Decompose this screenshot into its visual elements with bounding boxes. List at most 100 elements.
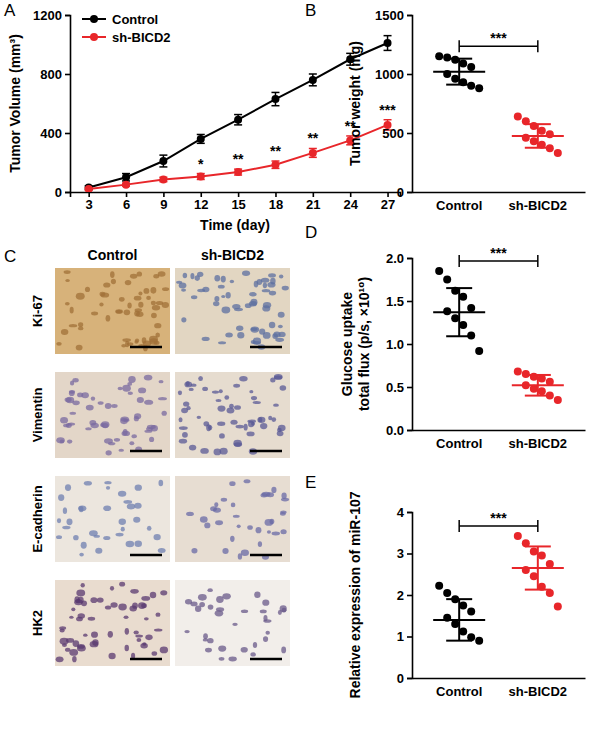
- nucleus: [114, 438, 120, 442]
- nucleus: [195, 606, 201, 612]
- nucleus: [144, 617, 149, 620]
- nucleus: [210, 506, 217, 511]
- tick-mark: [407, 595, 412, 597]
- nucleus: [57, 518, 61, 523]
- point: [467, 608, 475, 616]
- micrograph-background: [175, 372, 290, 458]
- sd-bar: [525, 546, 551, 589]
- nucleus: [231, 503, 236, 508]
- nucleus: [197, 272, 203, 277]
- x-axis: 369121518212427: [71, 192, 401, 212]
- nucleus: [214, 296, 219, 302]
- nucleus: [138, 291, 142, 295]
- nucleus: [144, 375, 153, 381]
- nucleus: [81, 542, 87, 549]
- nucleus: [127, 382, 132, 386]
- marker: [197, 135, 205, 143]
- tick-label: 0: [397, 185, 404, 200]
- nucleus: [270, 519, 275, 524]
- nucleus: [221, 276, 226, 283]
- error-bar: [122, 174, 130, 181]
- row-label: HK2: [30, 610, 45, 636]
- nucleus: [189, 388, 194, 391]
- scale-bar: [250, 554, 282, 557]
- marker: [271, 95, 279, 103]
- nucleus: [69, 324, 77, 327]
- axis-line: [413, 192, 586, 194]
- nucleus: [162, 287, 169, 291]
- micrograph: [175, 580, 290, 666]
- tick-label: 6: [123, 197, 130, 212]
- nucleus: [162, 302, 169, 308]
- nucleus: [279, 274, 283, 278]
- nucleus: [241, 550, 249, 557]
- nucleus: [251, 396, 257, 400]
- scale-bar: [250, 658, 282, 661]
- nucleus: [256, 527, 262, 533]
- nucleus: [159, 380, 164, 383]
- annotation: *: [198, 156, 204, 172]
- tick: Control: [436, 192, 482, 213]
- point: [467, 63, 475, 71]
- error-bar: [271, 92, 279, 105]
- nucleus: [70, 380, 74, 385]
- nucleus: [216, 399, 222, 402]
- nucleus: [100, 423, 104, 427]
- nucleus: [158, 397, 167, 400]
- nucleus: [90, 423, 98, 429]
- nucleus: [134, 541, 142, 547]
- tick: 1: [397, 629, 412, 644]
- error-bar: [159, 155, 167, 167]
- x-axis: Controlsh-BICD2: [413, 430, 586, 451]
- nucleus: [179, 439, 187, 444]
- nucleus: [213, 301, 219, 306]
- tick-mark: [407, 553, 412, 555]
- nucleus: [263, 332, 271, 339]
- nucleus: [207, 638, 213, 643]
- tick-mark: [407, 133, 412, 135]
- nucleus: [108, 631, 113, 638]
- point: [475, 84, 483, 92]
- bracket-end: [458, 40, 460, 52]
- nucleus: [268, 416, 272, 420]
- nucleus: [269, 322, 275, 328]
- nucleus: [136, 312, 143, 318]
- tick: 1.0: [386, 337, 412, 352]
- marker: [234, 116, 242, 124]
- nucleus: [129, 441, 134, 445]
- tick-mark: [407, 678, 412, 680]
- tick-label: 12: [194, 197, 208, 212]
- nucleus: [262, 305, 270, 311]
- scale-bar: [250, 450, 282, 453]
- tick-label: 1.0: [386, 337, 404, 352]
- sd-cap: [525, 395, 551, 397]
- nucleus: [129, 606, 136, 612]
- micrograph: [175, 268, 290, 354]
- nucleus: [145, 635, 152, 641]
- tick-label: 800: [40, 67, 62, 82]
- nucleus: [217, 405, 225, 411]
- point: [538, 387, 546, 395]
- point: [459, 293, 467, 301]
- nucleus: [99, 292, 105, 297]
- nucleus: [136, 638, 141, 642]
- nucleus: [217, 421, 225, 425]
- nucleus: [250, 299, 257, 306]
- nucleus: [220, 448, 228, 455]
- column-label: Control: [88, 247, 138, 263]
- panel-label: B: [305, 1, 316, 20]
- nucleus: [121, 344, 126, 348]
- point: [554, 396, 562, 404]
- nucleus: [152, 651, 158, 656]
- nucleus: [202, 287, 209, 293]
- nucleus: [125, 628, 129, 635]
- tick: 27: [381, 192, 395, 212]
- tick-label: 15: [231, 197, 245, 212]
- nucleus: [60, 417, 68, 423]
- nucleus: [95, 548, 102, 554]
- tick: 800: [40, 67, 70, 82]
- tick: 0: [55, 185, 70, 200]
- tick-mark: [65, 15, 70, 17]
- nucleus: [260, 423, 267, 429]
- row-label: E-cadherin: [30, 485, 45, 552]
